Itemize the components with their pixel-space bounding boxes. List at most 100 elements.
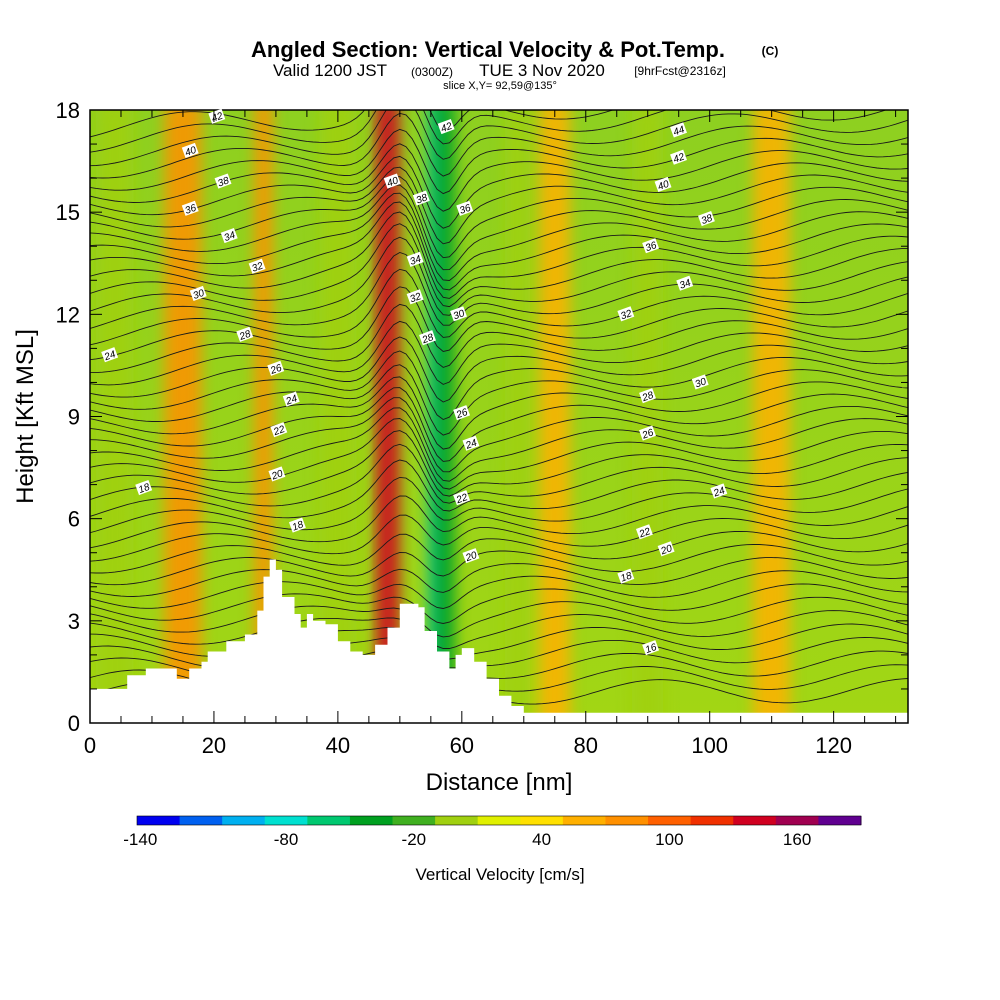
contour-label: 20 bbox=[657, 541, 675, 558]
colorbar-frame bbox=[136, 815, 862, 826]
contour-label: 18 bbox=[617, 568, 635, 585]
contour-label: 40 bbox=[383, 173, 401, 190]
contour-label: 24 bbox=[282, 391, 300, 408]
contour-label-text: 26 bbox=[268, 363, 284, 378]
contour-label: 40 bbox=[654, 176, 672, 193]
contour-labels: 4240383634323028262422201824184240383634… bbox=[101, 108, 728, 656]
contour-label-box bbox=[412, 190, 430, 206]
contour-line bbox=[90, 495, 908, 549]
contour-label: 34 bbox=[406, 251, 424, 268]
contour-label-box bbox=[189, 285, 207, 301]
velocity-column bbox=[753, 110, 791, 723]
contour-line bbox=[90, 110, 908, 167]
contour-label: 32 bbox=[617, 306, 635, 322]
contour-label: 28 bbox=[419, 330, 436, 347]
contour-label-box bbox=[181, 200, 199, 216]
contour-label-text: 18 bbox=[619, 570, 634, 584]
contour-line bbox=[90, 530, 908, 574]
contour-line bbox=[90, 336, 908, 403]
contour-line bbox=[90, 397, 908, 473]
contour-line bbox=[90, 286, 908, 361]
y-tick-label: 3 bbox=[68, 609, 80, 634]
contour-label-box bbox=[691, 374, 709, 390]
contour-label: 18 bbox=[288, 517, 306, 534]
contour-label-box bbox=[208, 108, 226, 124]
contour-label-box bbox=[697, 210, 715, 227]
velocity-column bbox=[539, 110, 571, 723]
contour-line bbox=[90, 544, 908, 586]
contour-label-box bbox=[288, 517, 306, 533]
contour-label-box bbox=[270, 422, 288, 438]
colorbar-label: -20 bbox=[402, 830, 427, 849]
contour-label-box bbox=[453, 490, 471, 506]
contour-label-text: 42 bbox=[672, 151, 687, 165]
contour-label: 42 bbox=[437, 118, 455, 135]
contour-line bbox=[90, 211, 908, 299]
contour-line bbox=[90, 252, 908, 329]
contour-label: 26 bbox=[639, 425, 656, 442]
contour-label-text: 34 bbox=[409, 254, 424, 268]
y-axis-label: Height [Kft MSL] bbox=[12, 329, 39, 504]
contour-label-text: 24 bbox=[463, 437, 479, 452]
contour-label-text: 36 bbox=[644, 240, 659, 254]
contour-line bbox=[90, 376, 908, 450]
contour-label-box bbox=[676, 275, 694, 291]
x-axis-label: Distance [nm] bbox=[426, 769, 573, 796]
contour-label-box bbox=[642, 640, 660, 656]
chart-title: Angled Section: Vertical Velocity & Pot.… bbox=[251, 37, 725, 62]
contour-label: 44 bbox=[670, 122, 687, 138]
contour-label-box bbox=[220, 227, 238, 244]
y-tick-label: 0 bbox=[68, 711, 80, 736]
contour-label: 22 bbox=[453, 490, 471, 507]
contour-label-text: 40 bbox=[184, 145, 199, 159]
contour-line bbox=[90, 364, 908, 436]
contour-label-box bbox=[710, 483, 728, 499]
colorbar-swatch bbox=[818, 816, 862, 825]
contour-label-box bbox=[419, 330, 436, 346]
contour-label-text: 40 bbox=[386, 175, 401, 189]
contour-line bbox=[90, 166, 908, 245]
contour-label-text: 24 bbox=[102, 349, 118, 364]
contour-label-text: 22 bbox=[454, 492, 470, 507]
contour-label-box bbox=[181, 142, 199, 158]
contour-line bbox=[90, 557, 908, 597]
colorbar-swatch bbox=[477, 816, 521, 825]
contour-label-text: 32 bbox=[409, 291, 424, 305]
contour-label-box bbox=[135, 479, 153, 496]
valid-date-label: TUE 3 Nov 2020 bbox=[479, 61, 605, 80]
contour-label-text: 36 bbox=[458, 203, 473, 217]
contour-label: 26 bbox=[453, 405, 471, 421]
contour-label: 36 bbox=[456, 200, 474, 217]
contour-label: 34 bbox=[220, 227, 238, 244]
colorbar-title: Vertical Velocity [cm/s] bbox=[415, 865, 584, 884]
contour-label-box bbox=[617, 306, 635, 322]
x-tick-label: 0 bbox=[84, 733, 96, 758]
contour-label-box bbox=[268, 466, 286, 482]
contour-label-text: 42 bbox=[440, 121, 455, 135]
contour-label: 36 bbox=[181, 200, 199, 217]
contour-label: 24 bbox=[462, 435, 480, 452]
contour-label: 30 bbox=[450, 306, 467, 322]
contour-label: 42 bbox=[670, 149, 687, 166]
contour-label-text: 20 bbox=[659, 543, 675, 558]
contour-line bbox=[90, 192, 908, 281]
colorbar-label: -80 bbox=[274, 830, 299, 849]
colorbar-swatch bbox=[562, 816, 606, 825]
contour-line bbox=[90, 320, 908, 386]
colorbar-swatch bbox=[605, 816, 649, 825]
contour-line bbox=[90, 387, 908, 462]
y-tick-label: 18 bbox=[56, 98, 80, 123]
contour-line bbox=[90, 223, 908, 308]
contour-label-box bbox=[406, 289, 424, 305]
contour-line bbox=[90, 110, 615, 138]
colorbar-label: -140 bbox=[123, 830, 157, 849]
contour-label-box bbox=[462, 548, 480, 564]
contour-label-box bbox=[654, 176, 672, 192]
y-tick-label: 6 bbox=[68, 507, 80, 532]
contour-line bbox=[90, 350, 908, 421]
contour-label: 24 bbox=[101, 347, 119, 364]
contour-label-text: 22 bbox=[271, 424, 287, 439]
terrain-mask bbox=[90, 559, 908, 723]
potential-temperature-contours bbox=[90, 110, 908, 706]
x-tick-label: 60 bbox=[450, 733, 474, 758]
